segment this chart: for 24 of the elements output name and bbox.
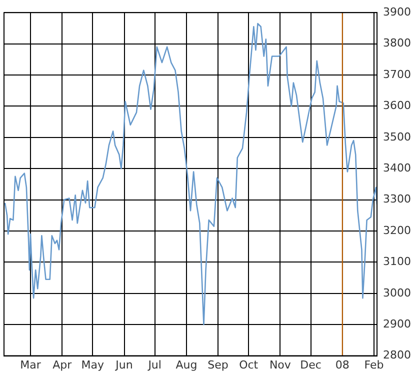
x-tick-label: Oct [239, 358, 259, 372]
y-tick-label: 3500 [383, 130, 412, 144]
y-tick-label: 3900 [383, 5, 412, 18]
y-tick-label: 3100 [383, 255, 412, 268]
x-tick-label: May [81, 358, 105, 372]
x-tick-label: Mar [20, 358, 42, 372]
x-tick-label: Jun [114, 358, 133, 372]
y-tick-label: 3200 [383, 224, 412, 237]
y-tick-label: 3700 [383, 68, 412, 81]
x-tick-label: Apr [52, 358, 72, 372]
x-tick-label: Dec [300, 358, 322, 372]
x-tick-label: Feb [364, 358, 384, 372]
y-tick-label: 3800 [383, 36, 412, 50]
x-tick-label: Jul [147, 358, 162, 372]
x-tick-label: Nov [269, 358, 292, 372]
y-tick-label: 2800 [383, 348, 412, 362]
y-tick-label: 3000 [383, 286, 412, 300]
x-tick-label: Aug [176, 358, 198, 372]
y-tick-label: 3400 [383, 161, 412, 174]
y-tick-label: 3600 [383, 99, 412, 112]
y-tick-label: 2900 [383, 317, 412, 330]
x-tick-label: Sep [208, 358, 228, 372]
y-tick-label: 3300 [383, 192, 412, 206]
x-tick-label: 08 [335, 358, 350, 372]
